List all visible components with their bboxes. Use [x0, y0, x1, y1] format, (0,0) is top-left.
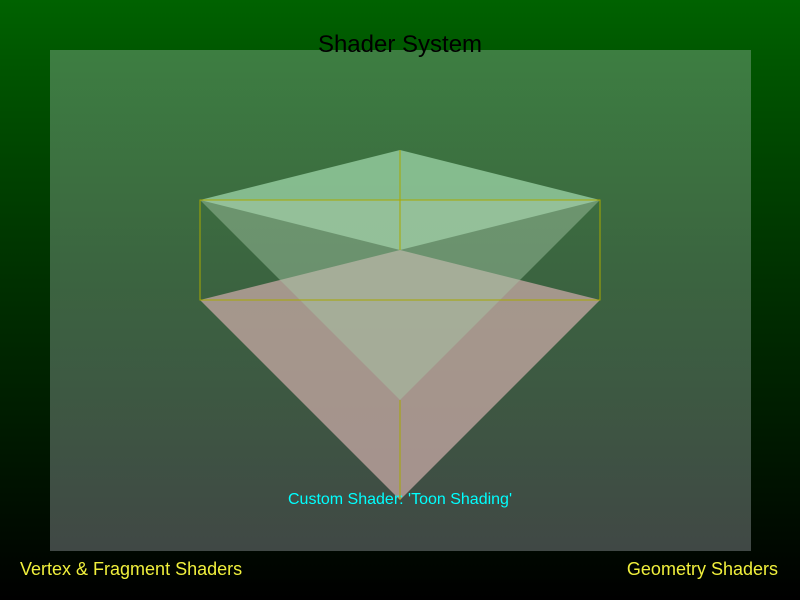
vertex-fragment-shaders-label: Vertex & Fragment Shaders: [20, 559, 243, 579]
shader-caption: Custom Shader: 'Toon Shading': [287, 491, 513, 508]
geometry-shaders-label: Geometry Shaders: [626, 559, 778, 579]
window-title: Shader System: [317, 31, 483, 58]
bottom-pyramid-face: [200, 250, 600, 300]
